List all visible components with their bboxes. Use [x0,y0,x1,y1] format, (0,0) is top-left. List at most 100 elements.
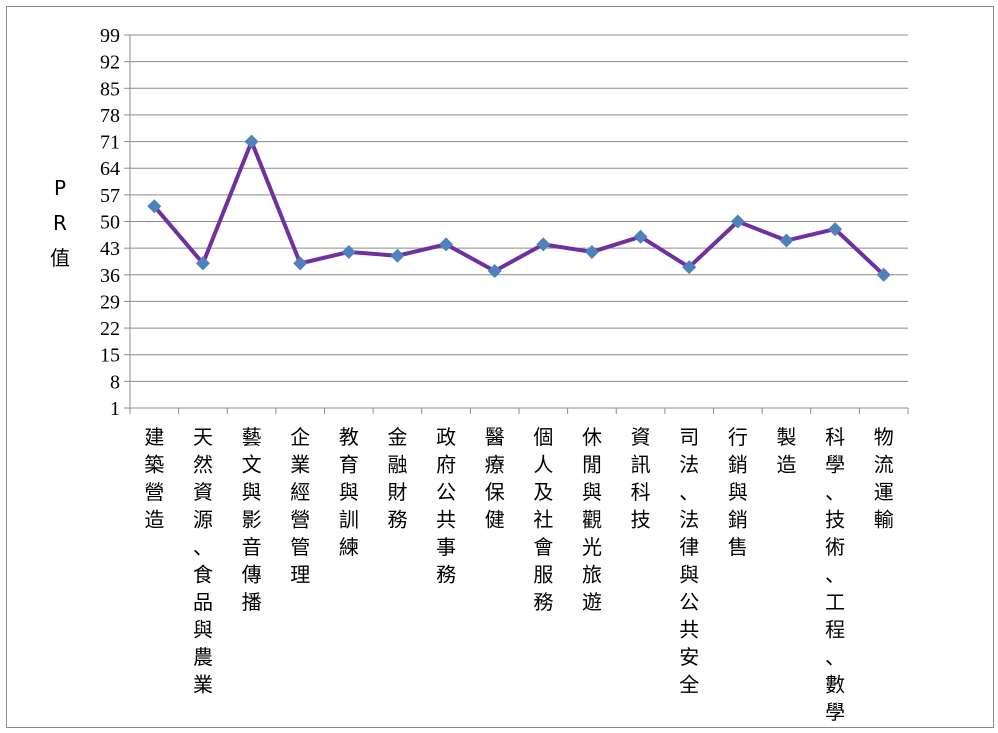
x-tick-labels: 建築營造天然資源、食品與農業藝文與影音傳播企業經營管理教育與訓練金融財務政府公共… [144,425,893,724]
x-tick-label-char: 工 [825,590,845,614]
x-tick-label-char: 學 [825,700,845,724]
x-tick-label-char: 觀 [582,508,602,532]
x-tick-label-char: 、 [193,535,213,559]
x-tick-label-char: 程 [825,618,845,642]
x-tick-label-char: 造 [776,453,796,477]
y-tick-label: 92 [100,52,120,74]
data-point-marker [293,256,308,271]
x-tick-label: 個人及社會服務 [533,425,553,614]
data-point-marker [730,214,745,229]
x-tick-label-char: 練 [339,535,359,559]
x-tick-label-char: 科 [825,425,845,449]
x-tick-label: 企業經營管理 [290,425,310,587]
x-tick-label-char: 健 [485,508,505,532]
x-tick-label-char: 營 [144,480,164,504]
x-tick-label-char: 務 [436,563,456,587]
y-tick-label: 29 [100,291,120,313]
x-tick-label: 建築營造 [144,425,164,532]
x-tick-label-char: 資 [193,480,213,504]
x-tick-label-char: 品 [193,590,213,614]
x-tick-label-char: 社 [533,508,553,532]
x-tick-label-char: 影 [242,508,262,532]
y-tick-label: 1 [110,398,120,420]
y-tick-label: 85 [100,78,120,100]
chart-frame [6,6,994,728]
x-tick-label-char: 術 [825,535,845,559]
x-tick-label-char: 法 [679,453,699,477]
x-tick-label-char: 共 [436,508,456,532]
x-tick-label-char: 保 [485,480,505,504]
x-tick-label-char: 及 [533,480,553,504]
data-point-marker [779,233,794,248]
y-tick-label: 78 [100,105,120,127]
data-point-marker [487,263,502,278]
x-tick-label-char: 遊 [582,590,602,614]
x-tick-label-char: 司 [679,425,699,449]
x-tick-label-char: 播 [242,590,262,614]
x-tick-label-char: 運 [874,480,894,504]
y-tick-labels: 1 8 15 22 29 36 43 50 57 64 71 78 85 92 99 [100,25,120,420]
x-tick-label: 金融財務 [387,425,407,532]
x-tick-label: 科學、技術、工程、數學 [825,425,845,724]
x-tick-label-char: 文 [242,453,262,477]
y-tick-label: 99 [100,25,120,47]
x-tick-label-char: 教 [339,425,359,449]
x-tick-label-char: 理 [290,563,310,587]
series [147,134,891,282]
x-tick-label-char: 與 [728,480,748,504]
x-tick-label-char: 源 [193,508,213,532]
x-tick-label: 政府公共事務 [436,425,456,587]
data-point-marker [341,244,356,259]
x-tick-label: 司法、法律與公共安全 [679,425,699,697]
x-tick-label-char: 務 [387,508,407,532]
x-tick-label-char: 管 [290,535,310,559]
x-tick-label-char: 法 [679,508,699,532]
x-tick-label-char: 輸 [874,508,894,532]
x-tick-label-char: 服 [533,563,553,587]
x-tick-label-char: 務 [533,590,553,614]
x-tick-label-char: 人 [533,453,553,477]
gridlines [130,34,908,382]
x-tick-label-char: 與 [242,480,262,504]
y-tick-label: 43 [100,238,120,260]
x-tick-label-char: 與 [582,480,602,504]
x-tick-label: 物流運輸 [874,425,894,532]
axes [124,34,909,414]
x-tick-label-char: 政 [436,425,456,449]
x-tick-label: 天然資源、食品與農業 [193,425,213,697]
data-point-marker [876,267,891,282]
data-point-marker [147,199,162,214]
x-tick-label-char: 流 [874,453,894,477]
data-point-marker [584,244,599,259]
data-point-marker [195,256,210,271]
x-tick-label-char: 音 [242,535,262,559]
x-tick-label-char: 行 [728,425,748,449]
x-tick-label-char: 全 [679,673,699,697]
data-point-marker [244,134,259,149]
x-tick-label-char: 天 [193,425,213,449]
x-tick-label-char: 、 [825,480,845,504]
x-tick-label-char: 業 [290,453,310,477]
x-tick-label: 休閒與觀光旅遊 [582,425,602,614]
x-tick-label-char: 售 [728,535,748,559]
x-tick-label-char: 醫 [485,425,505,449]
x-tick-label-char: 府 [436,453,456,477]
x-tick-label-char: 數 [825,673,845,697]
x-tick-label-char: 閒 [582,453,602,477]
x-tick-label-char: 旅 [582,563,602,587]
data-point-marker [633,229,648,244]
data-point-marker [536,237,551,252]
x-tick-label-char: 農 [193,645,213,669]
x-tick-label-char: 金 [387,425,407,449]
x-tick-label-char: 食 [193,563,213,587]
x-tick-label-char: 銷 [728,453,748,477]
y-axis-label-char: P [54,176,66,200]
x-tick-label-char: 與 [679,563,699,587]
y-tick-label: 64 [100,158,120,180]
y-tick-label: 57 [100,185,120,207]
x-tick-label-char: 、 [679,480,699,504]
x-tick-label-char: 學 [825,453,845,477]
data-point-marker [439,237,454,252]
